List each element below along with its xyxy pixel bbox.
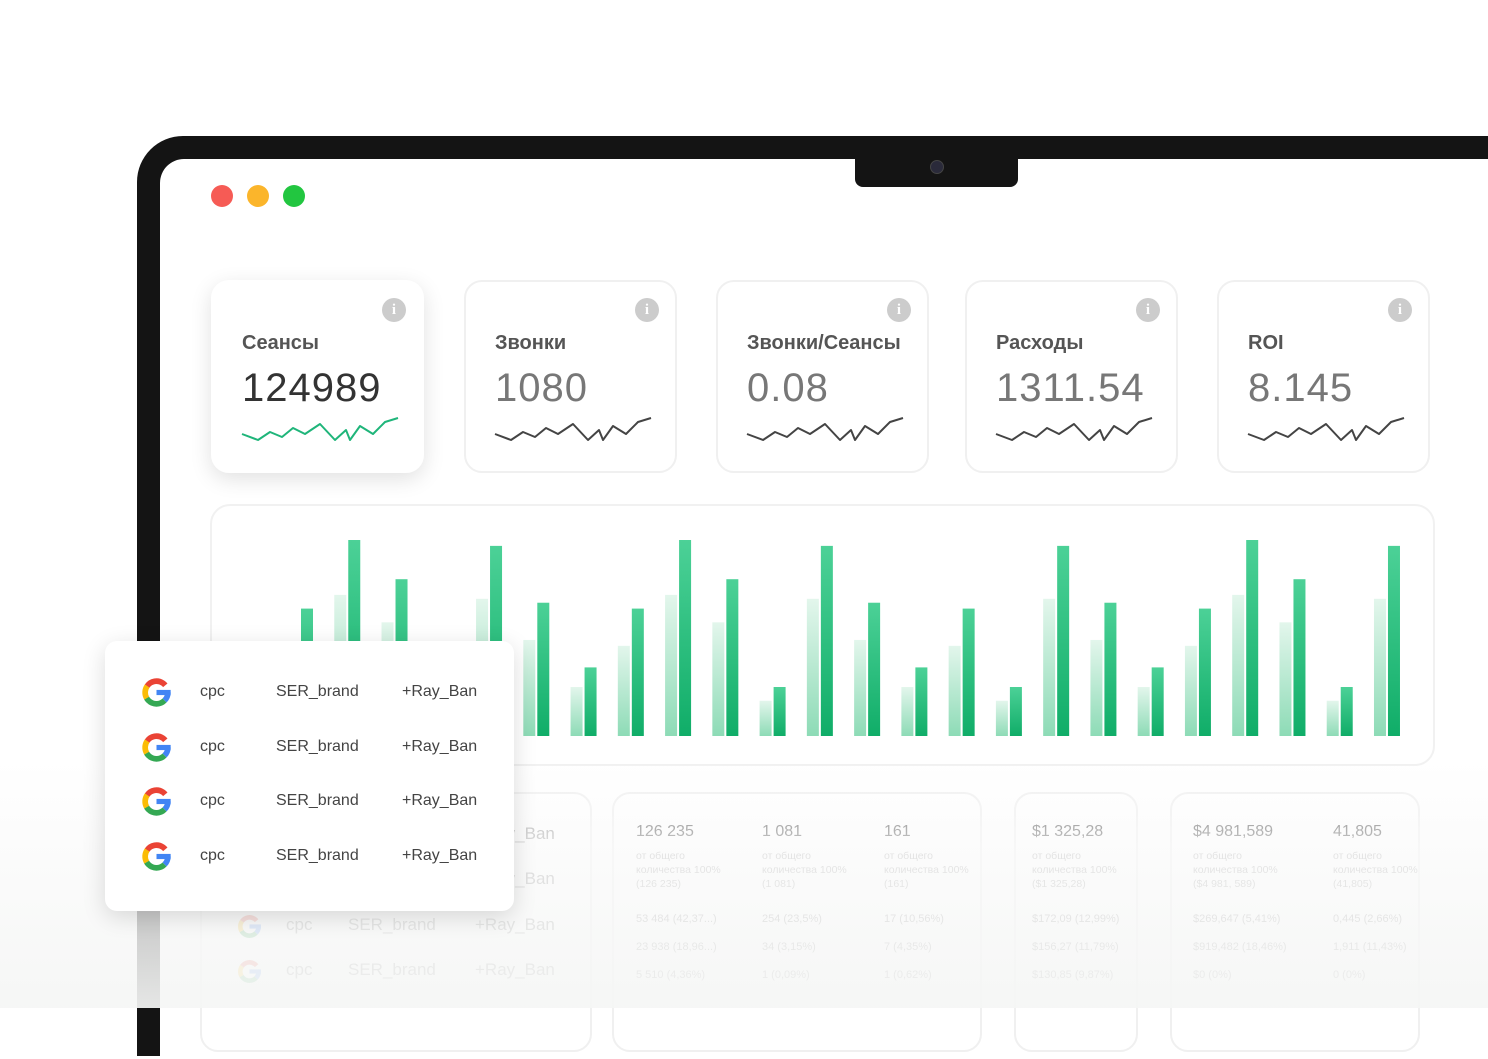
kpi-card: i Звонки/Сеансы 0.08 xyxy=(716,280,929,473)
kpi-label: Звонки xyxy=(495,332,567,354)
maximize-button[interactable] xyxy=(283,185,305,207)
google-logo xyxy=(141,732,172,763)
info-icon: i xyxy=(887,298,911,322)
bar-light xyxy=(1090,639,1103,736)
kpi-card: i Сеансы 124989 xyxy=(211,280,424,473)
kpi-card: i ROI 8.145 xyxy=(1217,280,1430,473)
campaign: SER_brand xyxy=(276,846,359,864)
campaign: SER_brand xyxy=(276,792,359,810)
bar-light xyxy=(901,687,914,736)
info-icon: i xyxy=(1388,298,1412,322)
bar-dark xyxy=(820,545,833,736)
google-logo xyxy=(141,841,172,872)
bar-dark xyxy=(679,540,692,736)
bar-light xyxy=(712,622,725,736)
source: cpc xyxy=(200,737,225,755)
kpi-value: 124989 xyxy=(242,366,382,410)
info-icon: i xyxy=(635,298,659,322)
bar-dark xyxy=(537,602,550,736)
bar-dark xyxy=(773,687,786,736)
kpi-value: 0.08 xyxy=(747,366,829,410)
page: i Сеансы 124989 i Звонки 1080 i Звонки/Сеансы 0.… xyxy=(0,136,1488,1056)
bar-dark xyxy=(915,667,928,736)
google-icon xyxy=(141,677,172,708)
kpi-card: i Расходы 1311.54 xyxy=(965,280,1178,473)
info-icon: i xyxy=(1136,298,1160,322)
bar-dark xyxy=(1198,608,1211,736)
kpi-value: 8.145 xyxy=(1248,366,1354,410)
bar-light xyxy=(1232,594,1245,736)
bar-light xyxy=(1043,598,1056,736)
kpi-card: i Звонки 1080 xyxy=(464,280,677,473)
bar-light xyxy=(1184,645,1197,736)
sparkline xyxy=(746,417,904,441)
keyword: +Ray_Ban xyxy=(402,846,478,864)
bar-light xyxy=(948,645,961,736)
minimize-button[interactable] xyxy=(247,185,269,207)
bar-dark xyxy=(631,608,644,736)
kpi-value: 1311.54 xyxy=(996,366,1145,410)
bar-dark xyxy=(1387,545,1400,736)
bar-light xyxy=(1137,687,1150,736)
bar-light xyxy=(665,594,678,736)
bar-light xyxy=(854,639,867,736)
keyword: +Ray_Ban xyxy=(402,683,478,700)
kpi-value: 1080 xyxy=(495,366,588,410)
sparkline xyxy=(494,417,652,441)
info-icon: i xyxy=(382,298,406,322)
bar-light xyxy=(617,645,630,736)
kpi-label: Расходы xyxy=(996,332,1084,354)
kpi-label: Звонки/Сеансы xyxy=(747,332,901,354)
source: cpc xyxy=(200,846,225,864)
bar-light xyxy=(759,700,772,736)
google-logo xyxy=(141,677,172,708)
bar-dark xyxy=(1009,687,1022,736)
bar-light xyxy=(523,639,536,736)
bar-dark xyxy=(1104,602,1117,736)
bar-dark xyxy=(726,579,739,736)
bar-dark xyxy=(1246,540,1259,736)
sparkline xyxy=(995,417,1153,441)
sparkline xyxy=(1247,417,1405,441)
google-icon xyxy=(141,786,172,817)
google-icon xyxy=(141,732,172,763)
kpi-label: ROI xyxy=(1248,332,1284,354)
bar-dark xyxy=(1340,687,1353,736)
bar-light xyxy=(995,700,1008,736)
keyword: +Ray_Ban xyxy=(402,792,478,810)
bar-light xyxy=(1279,622,1292,736)
bar-dark xyxy=(1293,579,1306,736)
source-card: cpc SER_brand +Ray_Ban cpc SER_brand +Ray_Ban… xyxy=(105,641,514,911)
source: cpc xyxy=(200,792,225,810)
campaign: SER_brand xyxy=(276,683,359,700)
google-logo xyxy=(141,786,172,817)
bar-light xyxy=(806,598,819,736)
bar-dark xyxy=(962,608,975,736)
close-button[interactable] xyxy=(211,185,233,207)
bar-dark xyxy=(584,667,597,736)
bar-dark xyxy=(868,602,881,736)
keyword: +Ray_Ban xyxy=(402,737,478,755)
bar-dark xyxy=(1057,545,1070,736)
kpi-label: Сеансы xyxy=(242,332,319,354)
sparkline xyxy=(241,417,399,441)
bar-light xyxy=(570,687,583,736)
google-icon xyxy=(141,841,172,872)
bar-light xyxy=(1373,598,1386,736)
source: cpc xyxy=(200,683,225,700)
camera xyxy=(930,160,944,174)
bar-dark xyxy=(1151,667,1164,736)
bar-light xyxy=(1326,700,1339,736)
campaign: SER_brand xyxy=(276,737,359,755)
